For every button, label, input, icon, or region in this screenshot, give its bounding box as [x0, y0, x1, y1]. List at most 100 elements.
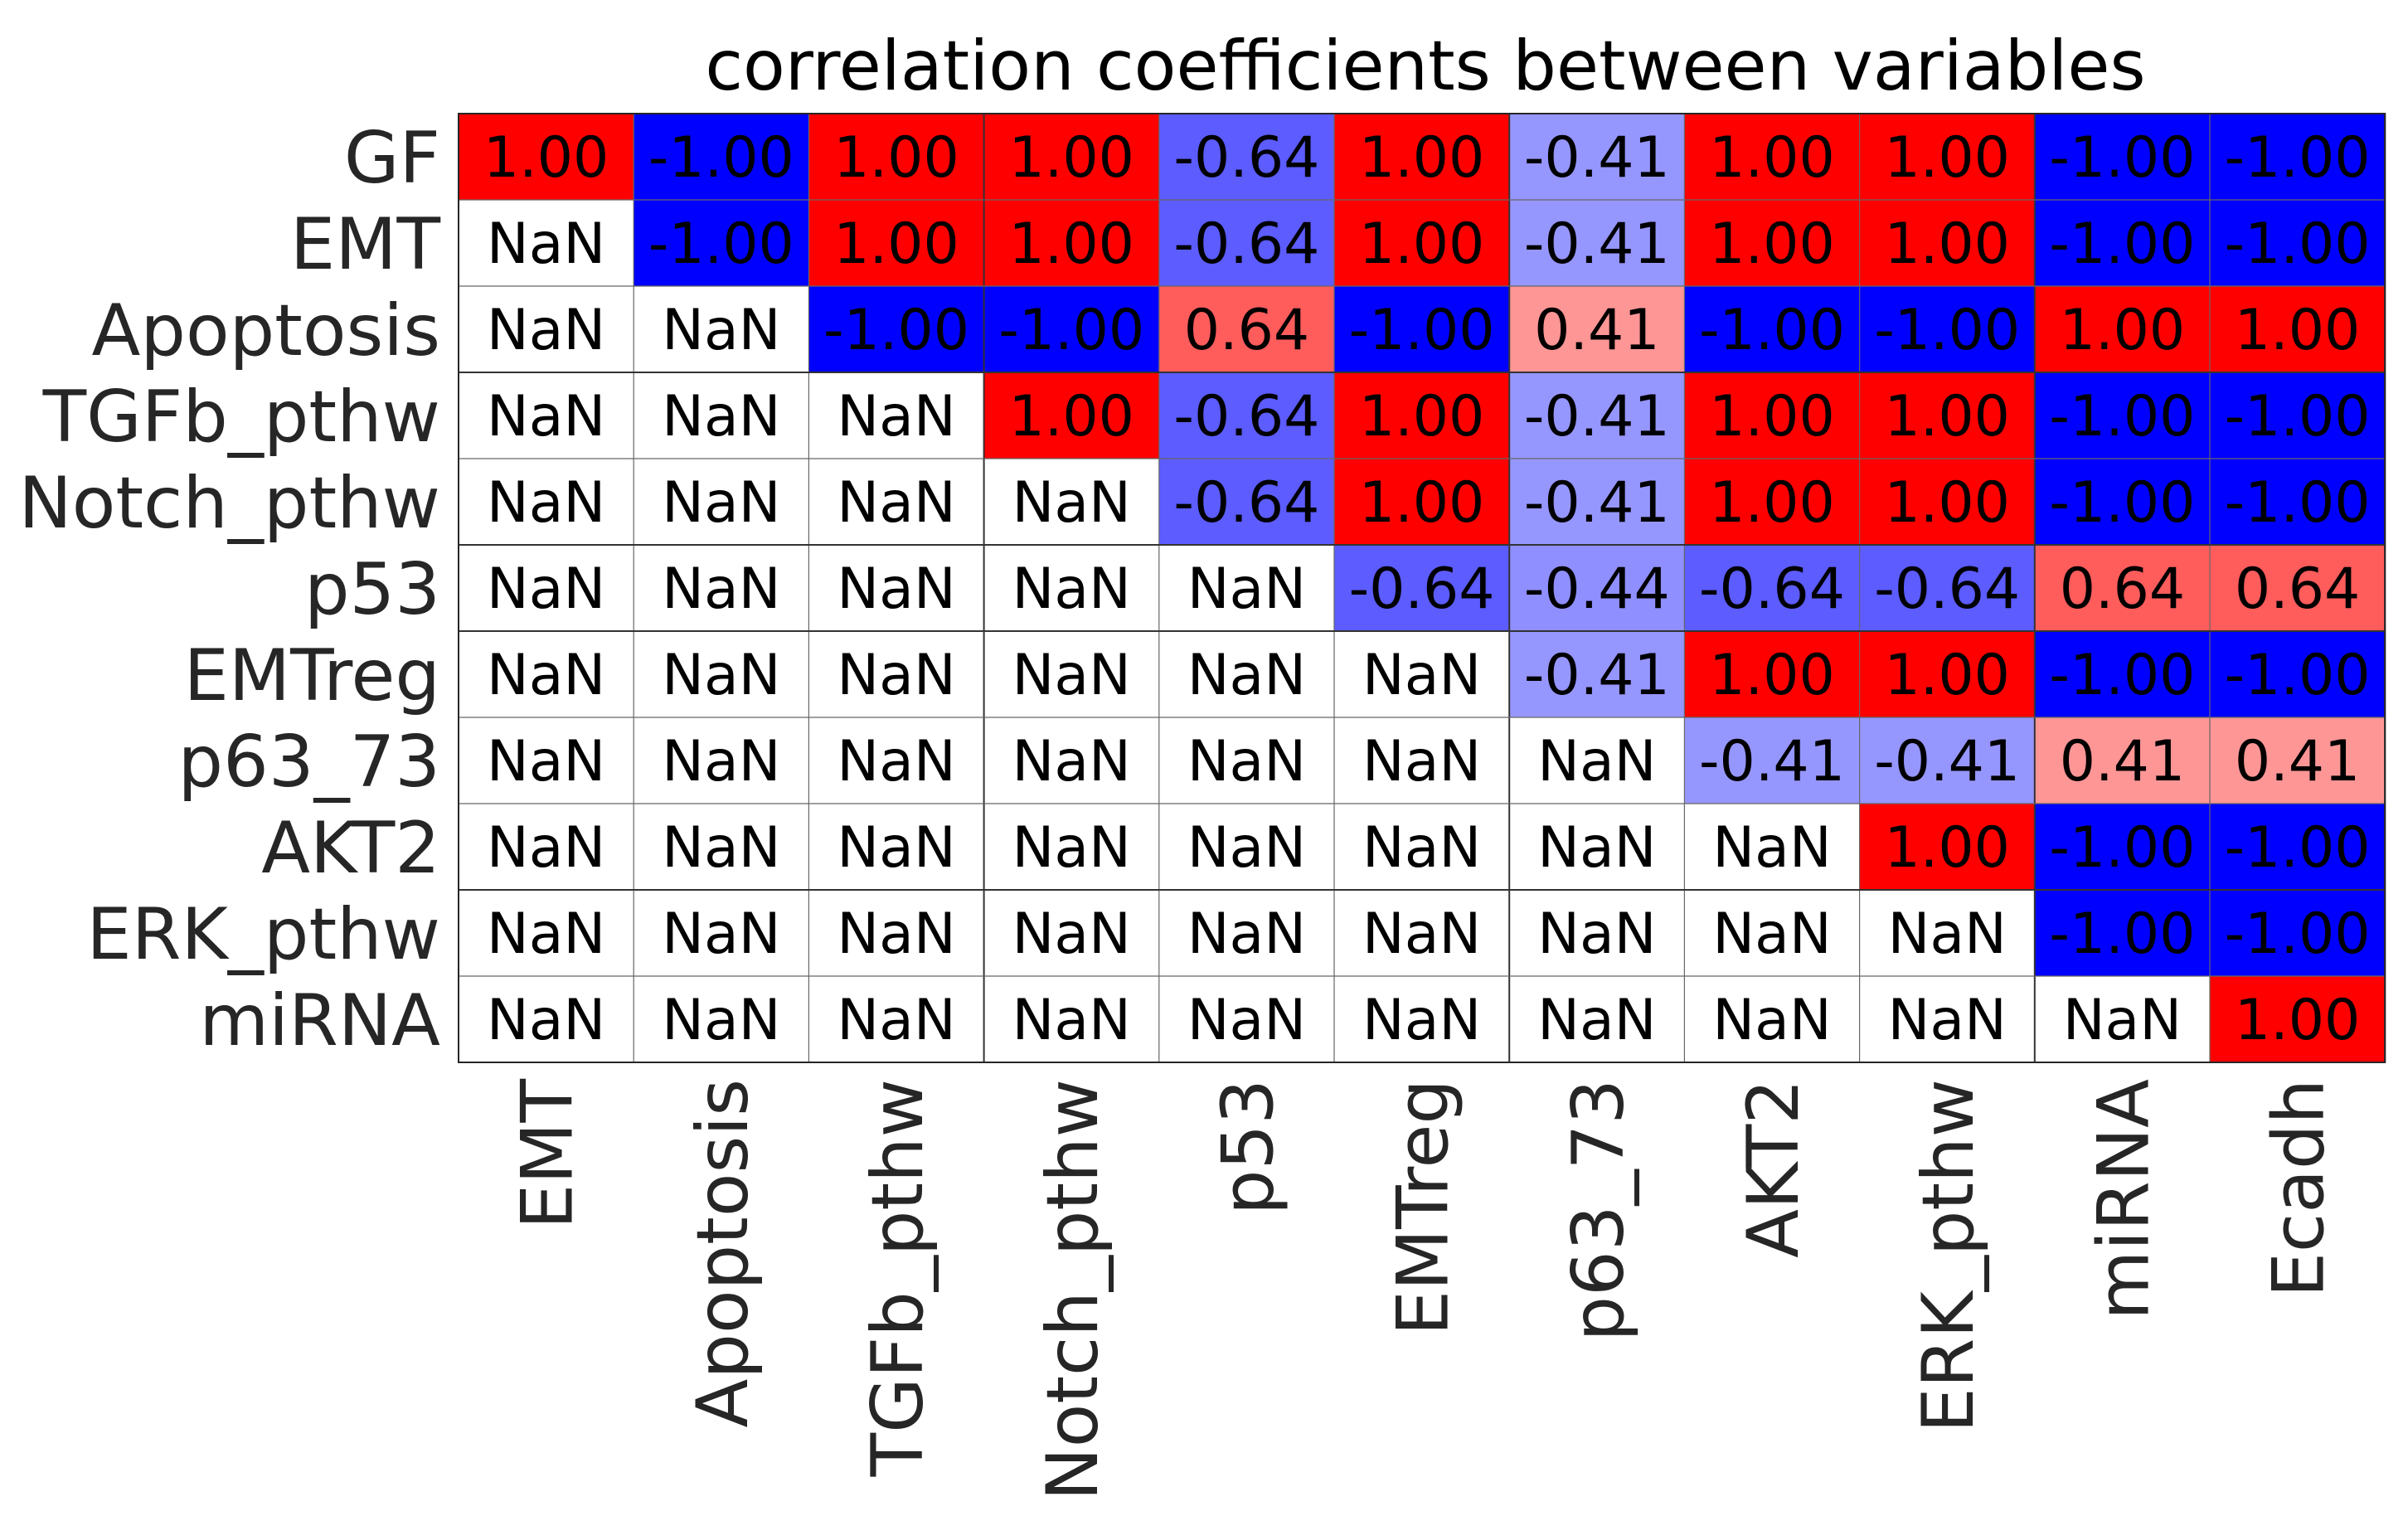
cell-value-label: 1.00 — [2060, 298, 2185, 363]
heatmap-cell — [1509, 545, 1685, 631]
heatmap-cell — [1859, 631, 2035, 717]
heatmap-cell — [983, 200, 1159, 286]
cell-value-label: NaN — [487, 211, 605, 277]
cell-value-label: 1.00 — [1709, 384, 1834, 449]
heatmap-cell — [1334, 114, 1510, 200]
cell-value-label: NaN — [1012, 729, 1130, 794]
cell-value-label: -1.00 — [2225, 470, 2371, 536]
cell-value-label: NaN — [1187, 556, 1306, 622]
heatmap-cell — [634, 717, 809, 804]
cell-value-label: NaN — [662, 556, 780, 622]
cell-value-label: NaN — [487, 556, 605, 622]
cell-value-label: NaN — [1887, 901, 2006, 967]
heatmap-cell — [2034, 717, 2210, 804]
heatmap-cell — [459, 286, 634, 372]
cell-value-label: -1.00 — [2225, 643, 2371, 708]
heatmap-cell — [808, 717, 984, 804]
cell-value-label: NaN — [487, 384, 605, 449]
heatmap-cell — [634, 200, 809, 286]
cell-value-label: 1.00 — [1008, 125, 1134, 191]
heatmap-cell-labels: 1.00 -1.00 1.00 1.00 -0.64 1.00 -0.41 1.00 1.00-… — [483, 125, 2371, 1053]
heatmap-grid — [458, 113, 2386, 1063]
cell-value-label: NaN — [487, 298, 605, 363]
cell-value-label: -1.00 — [1874, 298, 2020, 363]
cell-value-label: NaN — [1712, 988, 1831, 1053]
cell-value-label: 1.00 — [833, 125, 959, 191]
cell-value-label: 1.00 — [1884, 815, 2009, 881]
heatmap-cell — [2210, 631, 2386, 717]
plot-frame — [458, 113, 2386, 1063]
row-tick-label: TGFb_pthw — [42, 376, 440, 459]
heatmap-cell — [459, 717, 634, 804]
heatmap-cell — [983, 459, 1159, 545]
heatmap-cell — [1158, 545, 1334, 631]
heatmap-cell — [1334, 545, 1510, 631]
heatmap-cell — [1684, 545, 1860, 631]
heatmap-cell — [2034, 804, 2210, 890]
heatmap-cell — [634, 804, 809, 890]
heatmap-cell — [2034, 459, 2210, 545]
cell-value-label: 1.00 — [1884, 643, 2009, 708]
heatmap-cell — [2210, 372, 2386, 459]
heatmap-cell — [983, 890, 1159, 976]
heatmap-cell — [1859, 804, 2035, 890]
cell-value-label: NaN — [1537, 815, 1656, 881]
heatmap-cell — [459, 114, 634, 200]
cell-value-label: NaN — [1712, 901, 1831, 967]
heatmap-cell — [1684, 114, 1860, 200]
cell-value-label: NaN — [837, 384, 955, 449]
column-tick-label: Ecadh — [2258, 1079, 2341, 1297]
cell-value-label: 0.41 — [2235, 729, 2360, 794]
heatmap-cell — [1158, 459, 1334, 545]
cell-value-label: 1.00 — [1884, 470, 2009, 536]
heatmap-cell — [1859, 459, 2035, 545]
heatmap-cell — [1684, 717, 1860, 804]
heatmap-cell — [1859, 545, 2035, 631]
heatmap-cell — [2210, 545, 2386, 631]
cell-value-label: NaN — [1712, 815, 1831, 881]
cell-value-label: -0.64 — [1874, 556, 2020, 622]
cell-value-label: -1.00 — [2225, 815, 2371, 881]
cell-value-label: 1.00 — [483, 125, 609, 191]
heatmap-cell — [1509, 372, 1685, 459]
cell-value-label: 1.00 — [1709, 643, 1834, 708]
heatmap-cell — [983, 286, 1159, 372]
cell-value-label: NaN — [1537, 901, 1656, 967]
heatmap-cell — [459, 890, 634, 976]
cell-value-label: NaN — [662, 988, 780, 1053]
cell-value-label: 1.00 — [1884, 211, 2009, 277]
cell-value-label: 1.00 — [1359, 384, 1484, 449]
cell-value-label: 0.41 — [1534, 298, 1659, 363]
cell-value-label: -1.00 — [998, 298, 1144, 363]
cell-value-label: 1.00 — [1008, 384, 1134, 449]
heatmap-cell — [459, 200, 634, 286]
heatmap-cell — [1334, 200, 1510, 286]
heatmap-cell — [1509, 459, 1685, 545]
heatmap-cell — [459, 459, 634, 545]
cell-value-label: NaN — [662, 643, 780, 708]
heatmap-cell — [1684, 976, 1860, 1062]
heatmap-cell — [634, 545, 809, 631]
cell-value-label: -1.00 — [1699, 298, 1845, 363]
heatmap-cell — [1334, 372, 1510, 459]
column-tick-label: p63_73 — [1557, 1079, 1640, 1341]
heatmap-cell — [983, 717, 1159, 804]
cell-value-label: -0.64 — [1699, 556, 1845, 622]
heatmap-cell — [1684, 890, 1860, 976]
cell-value-label: 1.00 — [1709, 470, 1834, 536]
heatmap-cell — [1684, 804, 1860, 890]
heatmap-cell — [808, 114, 984, 200]
heatmap-cell — [634, 114, 809, 200]
heatmap-cell — [634, 459, 809, 545]
heatmap-cell — [1158, 200, 1334, 286]
cell-value-label: 1.00 — [1709, 211, 1834, 277]
cell-value-label: -0.44 — [1524, 556, 1670, 622]
row-tick-label: p63_73 — [178, 721, 440, 804]
cell-value-label: -0.64 — [1173, 470, 1319, 536]
row-labels: GFEMTApoptosisTGFb_pthwNotch_pthwp53EMTr… — [18, 117, 440, 1062]
heatmap-cell — [2210, 804, 2386, 890]
cell-value-label: 1.00 — [1709, 125, 1834, 191]
heatmap-cell — [2210, 890, 2386, 976]
cell-value-label: NaN — [1187, 729, 1306, 794]
